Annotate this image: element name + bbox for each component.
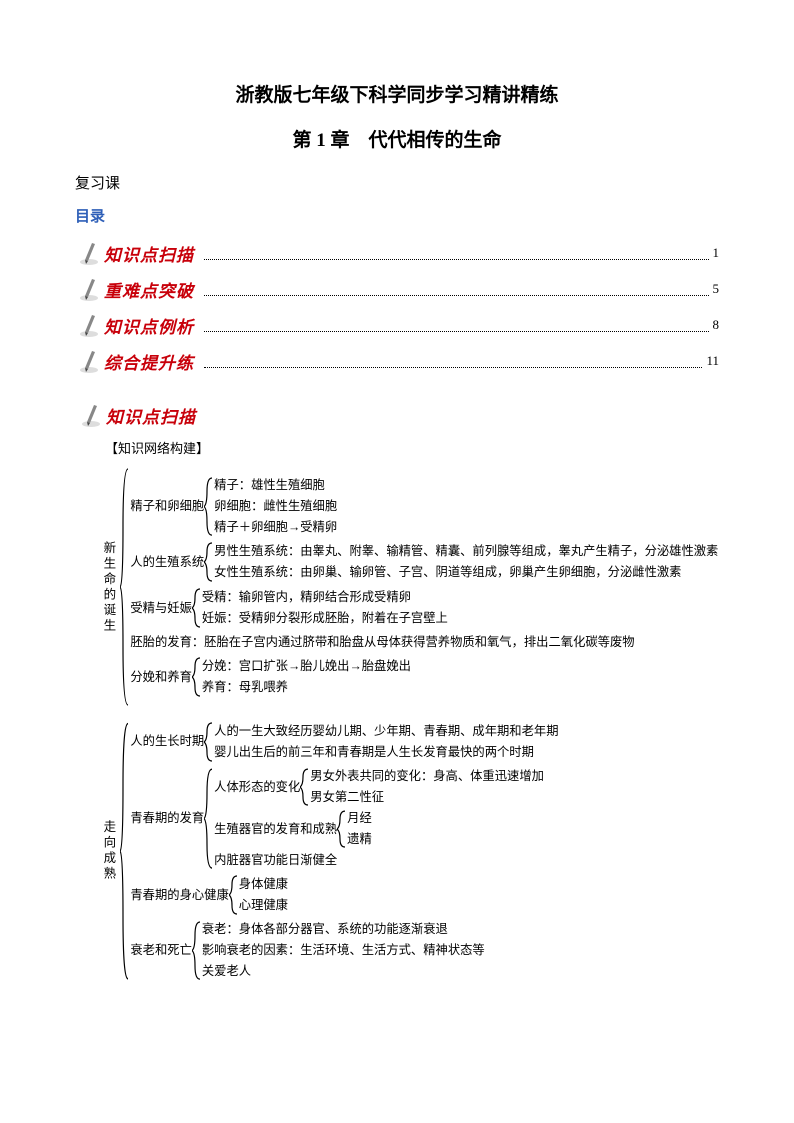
- toc-label: 综合提升练: [102, 348, 200, 375]
- pen-icon: [79, 348, 99, 374]
- toc-badge[interactable]: 知识点例析: [75, 312, 200, 338]
- pen-icon: [81, 402, 101, 428]
- knowledge-tree: 走向成熟人的生长时期人的一生大致经历婴幼儿期、少年期、青春期、成年期和老年期婴儿…: [95, 721, 719, 981]
- toc-dots: [204, 283, 709, 296]
- toc-page: 5: [713, 281, 720, 297]
- section-badge-text: 知识点扫描: [104, 402, 202, 429]
- toc-page: 8: [713, 317, 720, 333]
- toc-label: 重难点突破: [102, 276, 200, 303]
- toc-label: 知识点扫描: [102, 240, 200, 267]
- toc-badge[interactable]: 综合提升练: [75, 348, 200, 374]
- tree-root: 走向成熟: [95, 820, 120, 882]
- chapter-title: 第 1 章 代代相传的生命: [75, 125, 719, 152]
- toc-dots: [204, 247, 709, 260]
- subsection-heading: 【知识网络构建】: [105, 438, 719, 457]
- toc-badge[interactable]: 知识点扫描: [75, 240, 200, 266]
- toc-heading: 目录: [75, 205, 719, 226]
- toc-dots: [204, 319, 709, 332]
- lesson-type: 复习课: [75, 172, 719, 193]
- toc-row: 综合提升练 11: [75, 348, 719, 374]
- pen-icon: [79, 276, 99, 302]
- pen-icon: [79, 240, 99, 266]
- toc-label: 知识点例析: [102, 312, 200, 339]
- toc-row: 知识点扫描 1: [75, 240, 719, 266]
- main-title: 浙教版七年级下科学同步学习精讲精练: [75, 80, 719, 107]
- section-badge: 知识点扫描: [77, 402, 719, 428]
- knowledge-tree: 新生命的诞生精子和卵细胞精子：雄性生殖细胞卵细胞：雌性生殖细胞精子＋卵细胞→受精…: [95, 467, 719, 707]
- toc-badge[interactable]: 重难点突破: [75, 276, 200, 302]
- pen-icon: [79, 312, 99, 338]
- toc-page: 1: [713, 245, 720, 261]
- toc-dots: [204, 355, 702, 368]
- toc-row: 重难点突破 5: [75, 276, 719, 302]
- toc-row: 知识点例析 8: [75, 312, 719, 338]
- tree-root: 新生命的诞生: [95, 541, 120, 634]
- toc-page: 11: [706, 353, 719, 369]
